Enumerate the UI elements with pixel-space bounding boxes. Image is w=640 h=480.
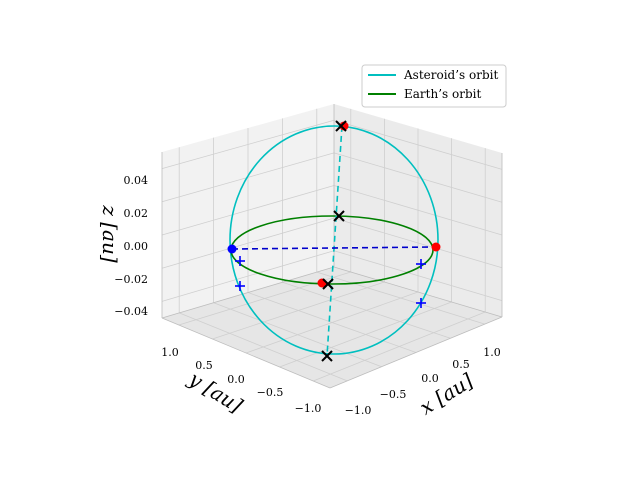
legend: Asteroid’s orbit Earth’s orbit: [361, 64, 507, 108]
z-tick-label: 0.04: [124, 174, 149, 187]
grid-line: [161, 250, 335, 302]
box-edge: [161, 266, 335, 319]
grid-line: [279, 301, 452, 368]
orbit-markers: [227, 120, 441, 362]
cross-marker: [335, 120, 347, 132]
grid-line: [213, 302, 382, 368]
node-plus-marker: [416, 259, 426, 269]
z-axis-label: z [au]: [98, 204, 122, 263]
asteroid-apsis-line: [326, 125, 343, 357]
node-plus-marker: [416, 298, 426, 308]
axes-panes: [162, 104, 502, 388]
asteroid-orbit-line: [229, 125, 439, 355]
grid-lines: [161, 104, 503, 389]
axis-tick-labels: −0.04 −0.02 0.00 0.02 0.04 −1.0 −0.5 0.0 0.5 1.0 −…: [114, 174, 500, 417]
box-edge: [161, 317, 331, 389]
y-tick-label: −1.0: [295, 402, 322, 415]
box-edge: [329, 316, 503, 389]
grid-line: [247, 292, 417, 353]
cross-marker: [333, 210, 345, 222]
z-tick-label: 0.00: [124, 240, 149, 253]
z-tick-label: −0.02: [114, 273, 148, 286]
node-plus-marker: [235, 256, 245, 266]
y-tick-label: 1.0: [161, 346, 179, 359]
legend-asteroid-label: Asteroid’s orbit: [403, 68, 498, 82]
earth-apsis-line: [231, 246, 437, 250]
cross-marker: [322, 278, 334, 290]
y-tick-label: 0.5: [195, 359, 213, 372]
grid-line: [313, 311, 486, 382]
grid-line: [179, 312, 348, 382]
legend-earth-label: Earth’s orbit: [404, 87, 481, 101]
red-point-marker: [431, 242, 441, 252]
floor-pane: [162, 267, 502, 388]
x-tick-label: −1.0: [345, 404, 372, 417]
z-tick-label: 0.02: [124, 207, 149, 220]
grid-line: [161, 119, 335, 169]
x-tick-label: 0.5: [452, 358, 470, 371]
box-edge: [333, 266, 503, 318]
red-point-marker: [339, 121, 349, 131]
x-tick-label: 0.0: [421, 372, 439, 385]
legend-box: [361, 64, 507, 108]
x-tick-label: 1.0: [483, 346, 501, 359]
node-plus-marker: [235, 281, 245, 291]
grid-line: [161, 185, 335, 236]
cross-marker: [321, 350, 333, 362]
grid-line: [161, 217, 335, 269]
x-tick-label: −0.5: [380, 388, 407, 401]
z-tick-label: −0.04: [114, 305, 148, 318]
blue-point-marker: [227, 244, 237, 254]
y-tick-label: 0.0: [227, 373, 245, 386]
y-tick-label: −0.5: [257, 386, 284, 399]
